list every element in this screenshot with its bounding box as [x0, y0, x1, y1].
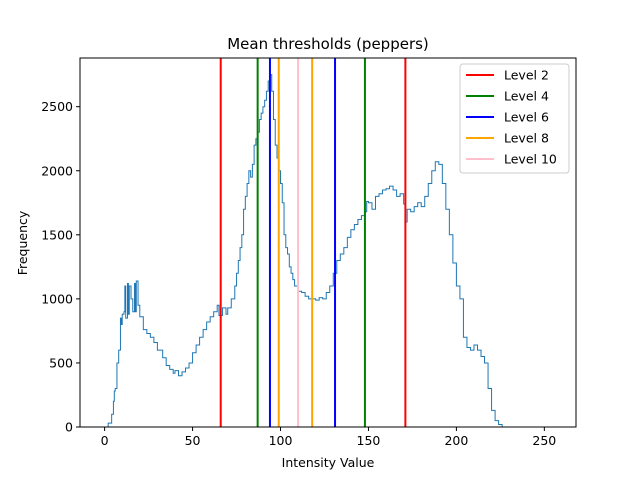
chart-title: Mean thresholds (peppers) — [227, 35, 429, 53]
x-tick-label: 200 — [444, 433, 468, 448]
legend-label-level-6: Level 6 — [504, 110, 549, 125]
x-tick-label: 250 — [532, 433, 556, 448]
legend-label-level-8: Level 8 — [504, 131, 549, 146]
legend-label-level-2: Level 2 — [504, 68, 549, 83]
x-axis-label: Intensity Value — [282, 455, 375, 470]
axes-frame — [79, 57, 577, 428]
histogram-series — [104, 74, 503, 428]
x-tick-label: 50 — [185, 433, 201, 448]
y-axis-label: Frequency — [15, 210, 30, 275]
legend-label-level-10: Level 10 — [504, 152, 557, 167]
y-tick-label: 2000 — [41, 163, 73, 178]
y-tick-label: 2500 — [41, 99, 73, 114]
x-tick-label: 0 — [101, 433, 109, 448]
plot-area — [104, 58, 503, 428]
y-tick-label: 500 — [49, 355, 73, 370]
x-tick-label: 100 — [269, 433, 293, 448]
legend-label-level-4: Level 4 — [504, 89, 549, 104]
y-tick-label: 1000 — [41, 291, 73, 306]
y-tick-label: 1500 — [41, 227, 73, 242]
legend: Level 2 Level 4 Level 6 Level 8 Level 10 — [459, 63, 570, 174]
legend-box — [459, 63, 570, 174]
x-tick-label: 150 — [357, 433, 381, 448]
y-tick-label: 0 — [65, 420, 73, 435]
